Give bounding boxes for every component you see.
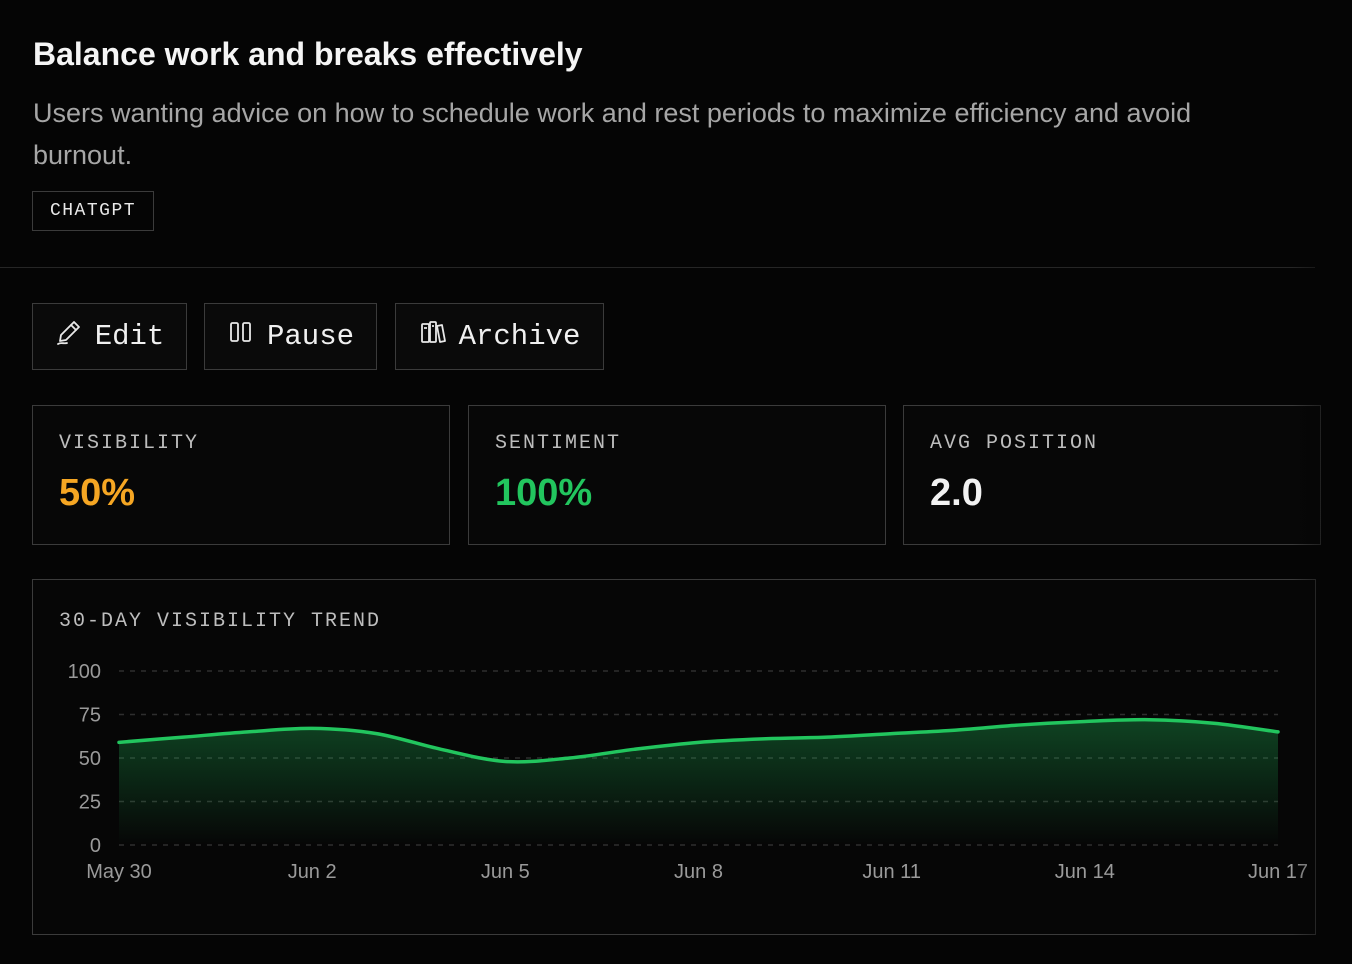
pen-icon — [55, 318, 83, 355]
y-tick-label: 100 — [68, 661, 101, 683]
x-tick-label: Jun 2 — [288, 861, 337, 883]
x-tick-label: Jun 8 — [674, 861, 723, 883]
metric-value: 2.0 — [930, 472, 983, 514]
y-tick-label: 0 — [90, 835, 101, 857]
section-divider — [0, 267, 1315, 268]
metric-label: SENTIMENT — [495, 432, 622, 455]
chart-title: 30-DAY VISIBILITY TREND — [59, 610, 382, 633]
archive-label: Archive — [458, 320, 581, 353]
x-tick-label: Jun 11 — [862, 861, 921, 883]
archive-button[interactable]: Archive — [395, 303, 604, 370]
platform-tag: CHATGPT — [32, 191, 154, 231]
pause-icon — [227, 318, 255, 355]
metric-label: AVG POSITION — [930, 432, 1099, 455]
page-description: Users wanting advice on how to schedule … — [33, 98, 1192, 170]
trend-area — [119, 719, 1278, 845]
trend-line — [117, 717, 1280, 764]
page-title: Balance work and breaks effectively — [33, 36, 583, 72]
y-tick-label: 25 — [79, 792, 101, 814]
y-tick-label: 50 — [79, 748, 101, 770]
trend-chart-svg: 0 25 50 75 100 May 30 Jun 2 Jun 5 Jun 8 Jun 11 Jun… — [68, 661, 1308, 883]
x-tick-label: Jun 5 — [481, 861, 530, 883]
pause-button[interactable]: Pause — [204, 303, 377, 370]
visibility-trend-chart: 0 25 50 75 100 May 30 Jun 2 Jun 5 Jun 8 Jun 11 Jun… — [32, 579, 1316, 935]
edit-button[interactable]: Edit — [32, 303, 187, 370]
x-tick-label: Jun 14 — [1055, 861, 1115, 883]
y-tick-label: 75 — [79, 705, 101, 727]
metric-value: 50% — [59, 472, 136, 514]
metric-card-sentiment: SENTIMENT 100% — [468, 405, 886, 545]
metric-card-visibility: VISIBILITY 50% — [32, 405, 450, 545]
archive-icon — [419, 318, 447, 355]
metric-card-avg-position: AVG POSITION 2.0 — [903, 405, 1321, 545]
metric-value: 100% — [495, 472, 593, 514]
edit-label: Edit — [94, 320, 165, 353]
pause-label: Pause — [266, 320, 354, 353]
metric-label: VISIBILITY — [59, 432, 200, 455]
x-tick-label: Jun 17 — [1248, 861, 1308, 883]
x-tick-label: May 30 — [86, 861, 152, 883]
